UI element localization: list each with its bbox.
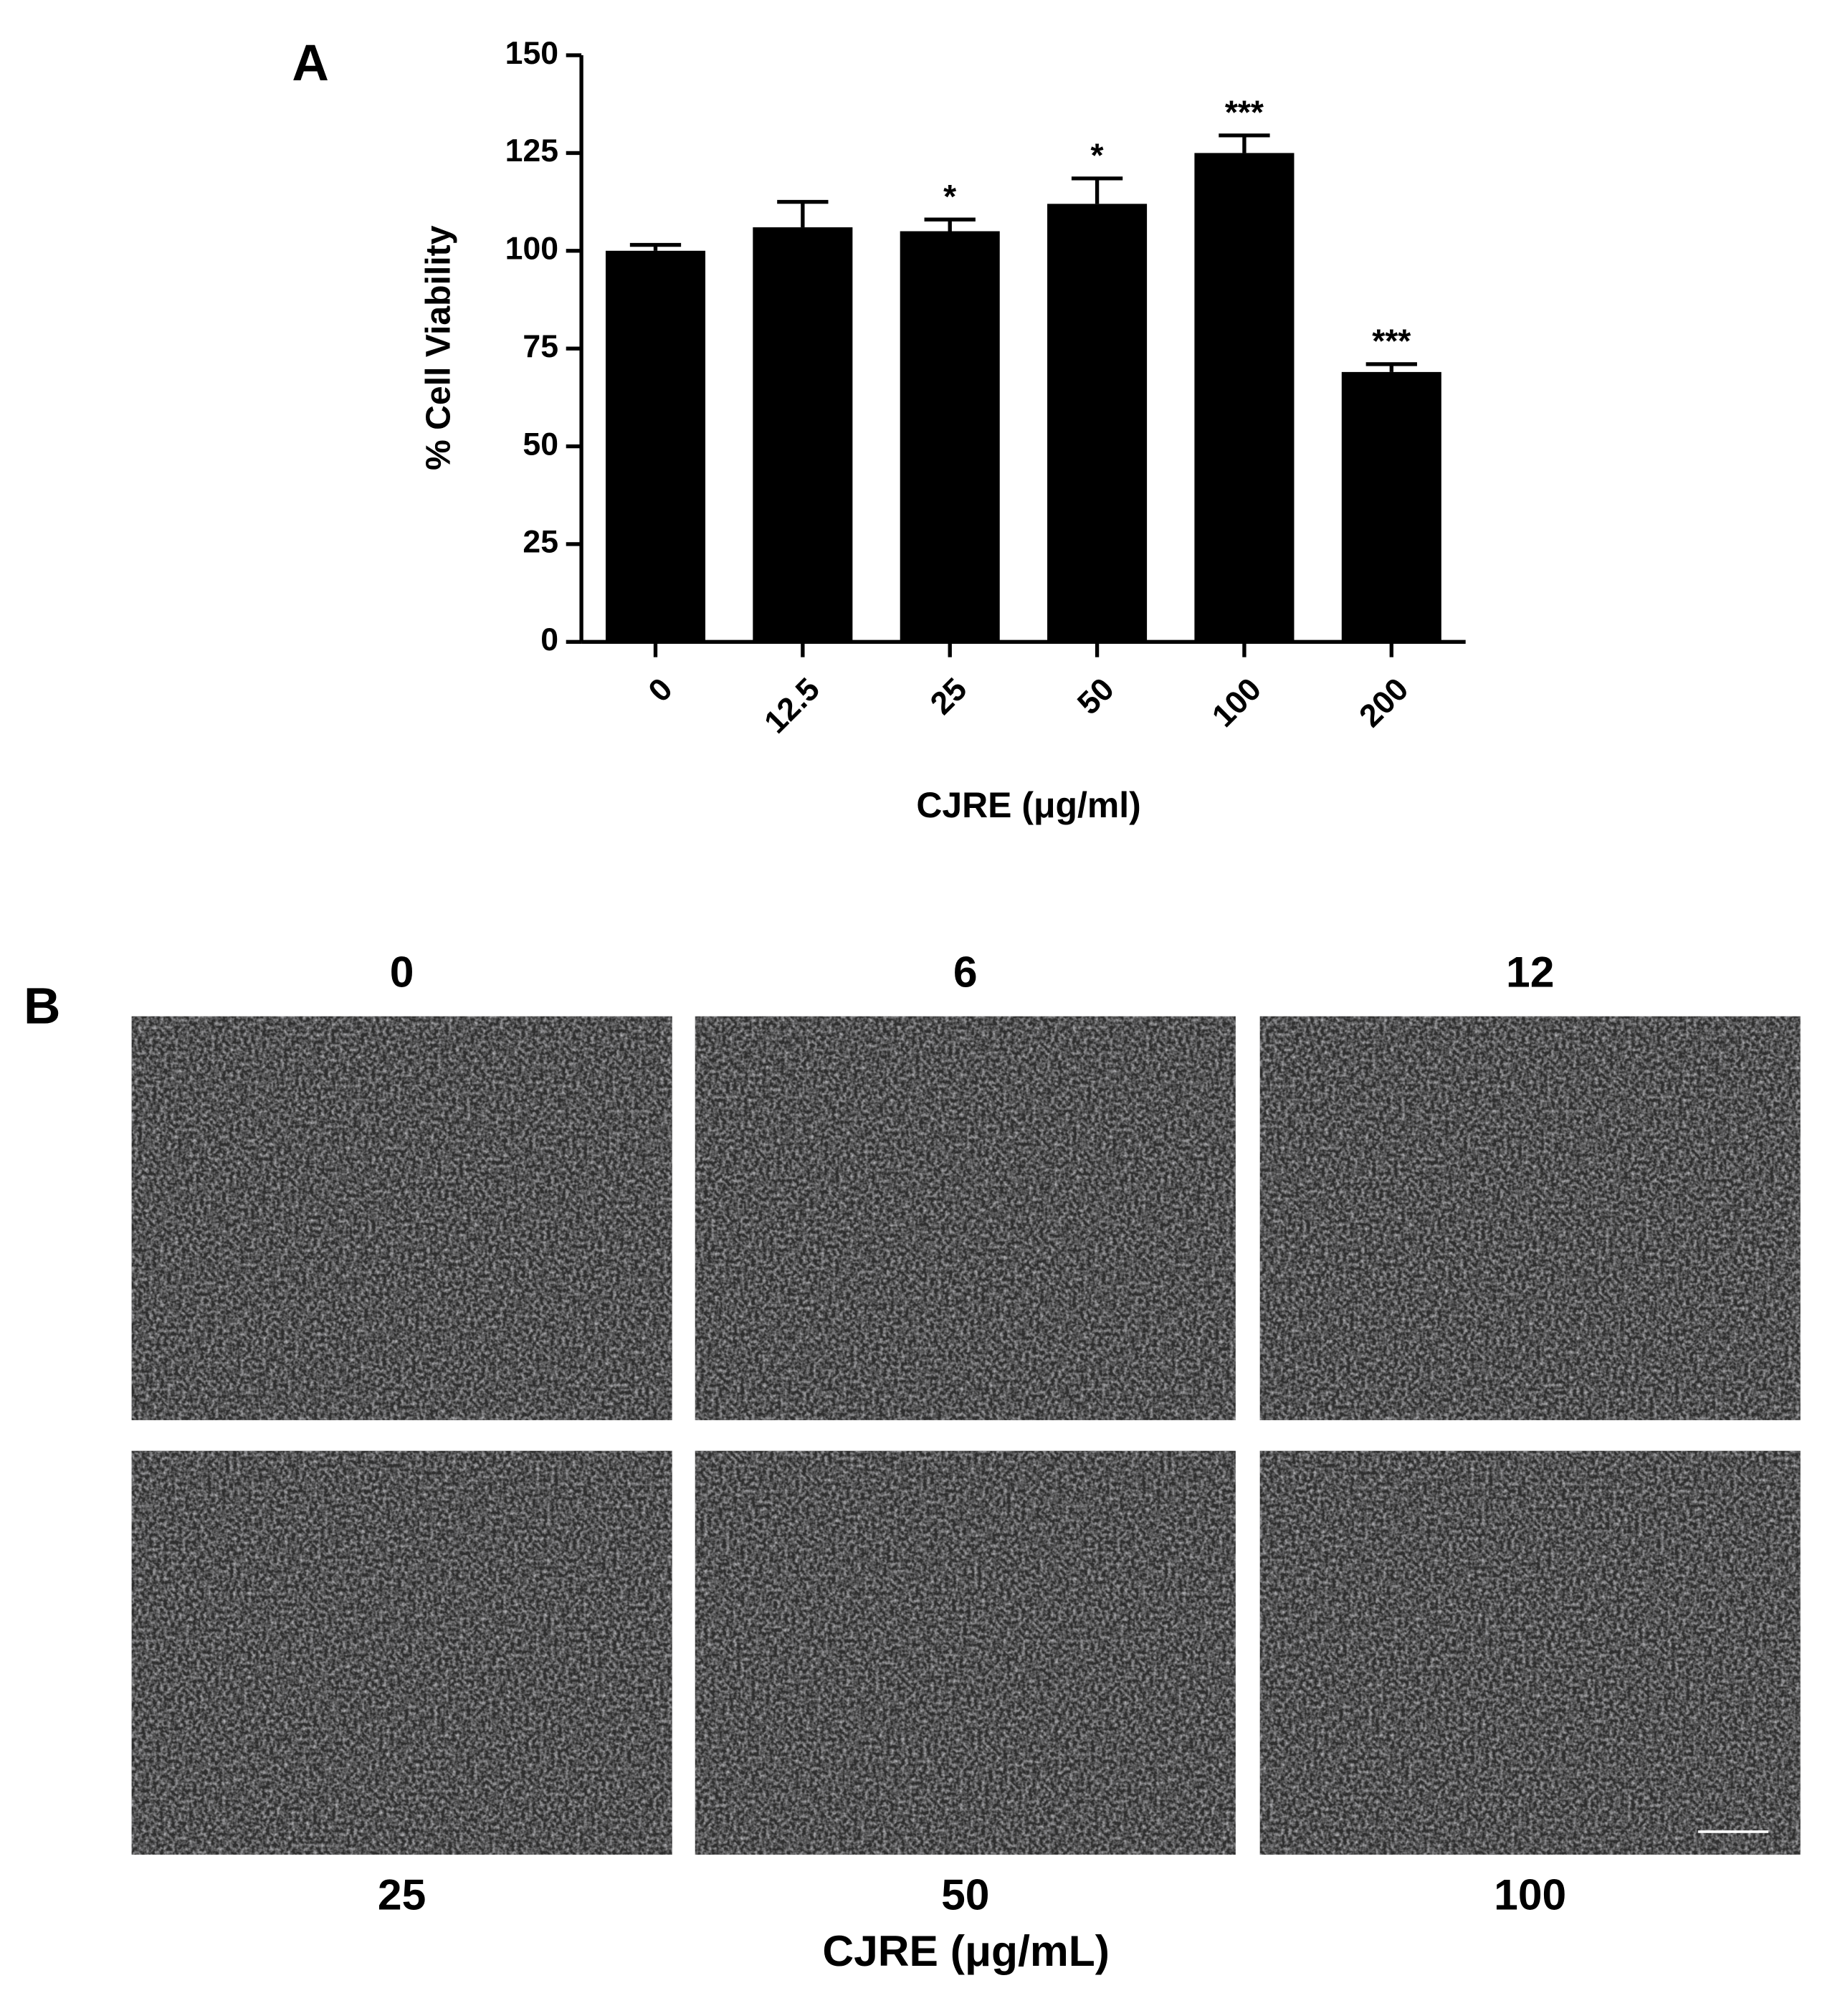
micrograph-texture bbox=[131, 1450, 672, 1855]
x-tick-label: 25 bbox=[924, 672, 974, 722]
y-tick-label: 50 bbox=[523, 427, 558, 462]
y-tick-label: 0 bbox=[540, 622, 558, 657]
image-label: 6 bbox=[953, 948, 978, 997]
significance-label: *** bbox=[1225, 94, 1264, 131]
image-label: 50 bbox=[941, 1870, 989, 1919]
significance-label: * bbox=[1091, 137, 1104, 174]
micrograph-texture bbox=[695, 1016, 1236, 1420]
micrograph-texture bbox=[1259, 1450, 1801, 1855]
significance-label: * bbox=[943, 178, 956, 215]
panel-label: B bbox=[24, 978, 61, 1035]
bar bbox=[605, 250, 706, 642]
y-tick-label: 25 bbox=[523, 525, 558, 560]
y-tick-label: 100 bbox=[505, 232, 558, 267]
micrographs: 0 6 12 25 50 100 bbox=[131, 948, 1801, 1919]
x-tick-label: 0 bbox=[642, 672, 680, 709]
bar bbox=[900, 231, 1000, 642]
y-tick-label: 150 bbox=[505, 36, 558, 71]
bar bbox=[1341, 371, 1441, 642]
bar bbox=[1047, 204, 1148, 642]
plot: 0 25 50 75 100 125 150 0 12.5 25 * 50 * 100 *** 200 *** bbox=[505, 36, 1466, 741]
x-axis-label: CJRE (μg/ml) bbox=[916, 785, 1140, 825]
image-label: 0 bbox=[390, 948, 414, 997]
y-tick-label: 125 bbox=[505, 133, 558, 168]
y-tick-label: 75 bbox=[523, 329, 558, 364]
image-label: 25 bbox=[378, 1870, 426, 1919]
x-tick-label: 100 bbox=[1206, 672, 1268, 734]
micrograph-texture bbox=[131, 1016, 672, 1420]
bar bbox=[753, 227, 853, 642]
panel-label: A bbox=[292, 34, 329, 92]
x-tick-label: 12.5 bbox=[758, 672, 826, 741]
bar bbox=[1194, 153, 1295, 642]
image-label: 12 bbox=[1506, 948, 1554, 997]
x-tick-label: 50 bbox=[1071, 672, 1121, 722]
micrograph-texture bbox=[695, 1450, 1236, 1855]
panel-axis-label: CJRE (μg/mL) bbox=[822, 1926, 1110, 1975]
y-axis-label: % Cell Viability bbox=[419, 225, 458, 470]
x-tick-label: 200 bbox=[1353, 672, 1415, 734]
significance-label: *** bbox=[1372, 323, 1411, 360]
image-label: 100 bbox=[1494, 1870, 1566, 1919]
micrograph-texture bbox=[1259, 1016, 1801, 1420]
